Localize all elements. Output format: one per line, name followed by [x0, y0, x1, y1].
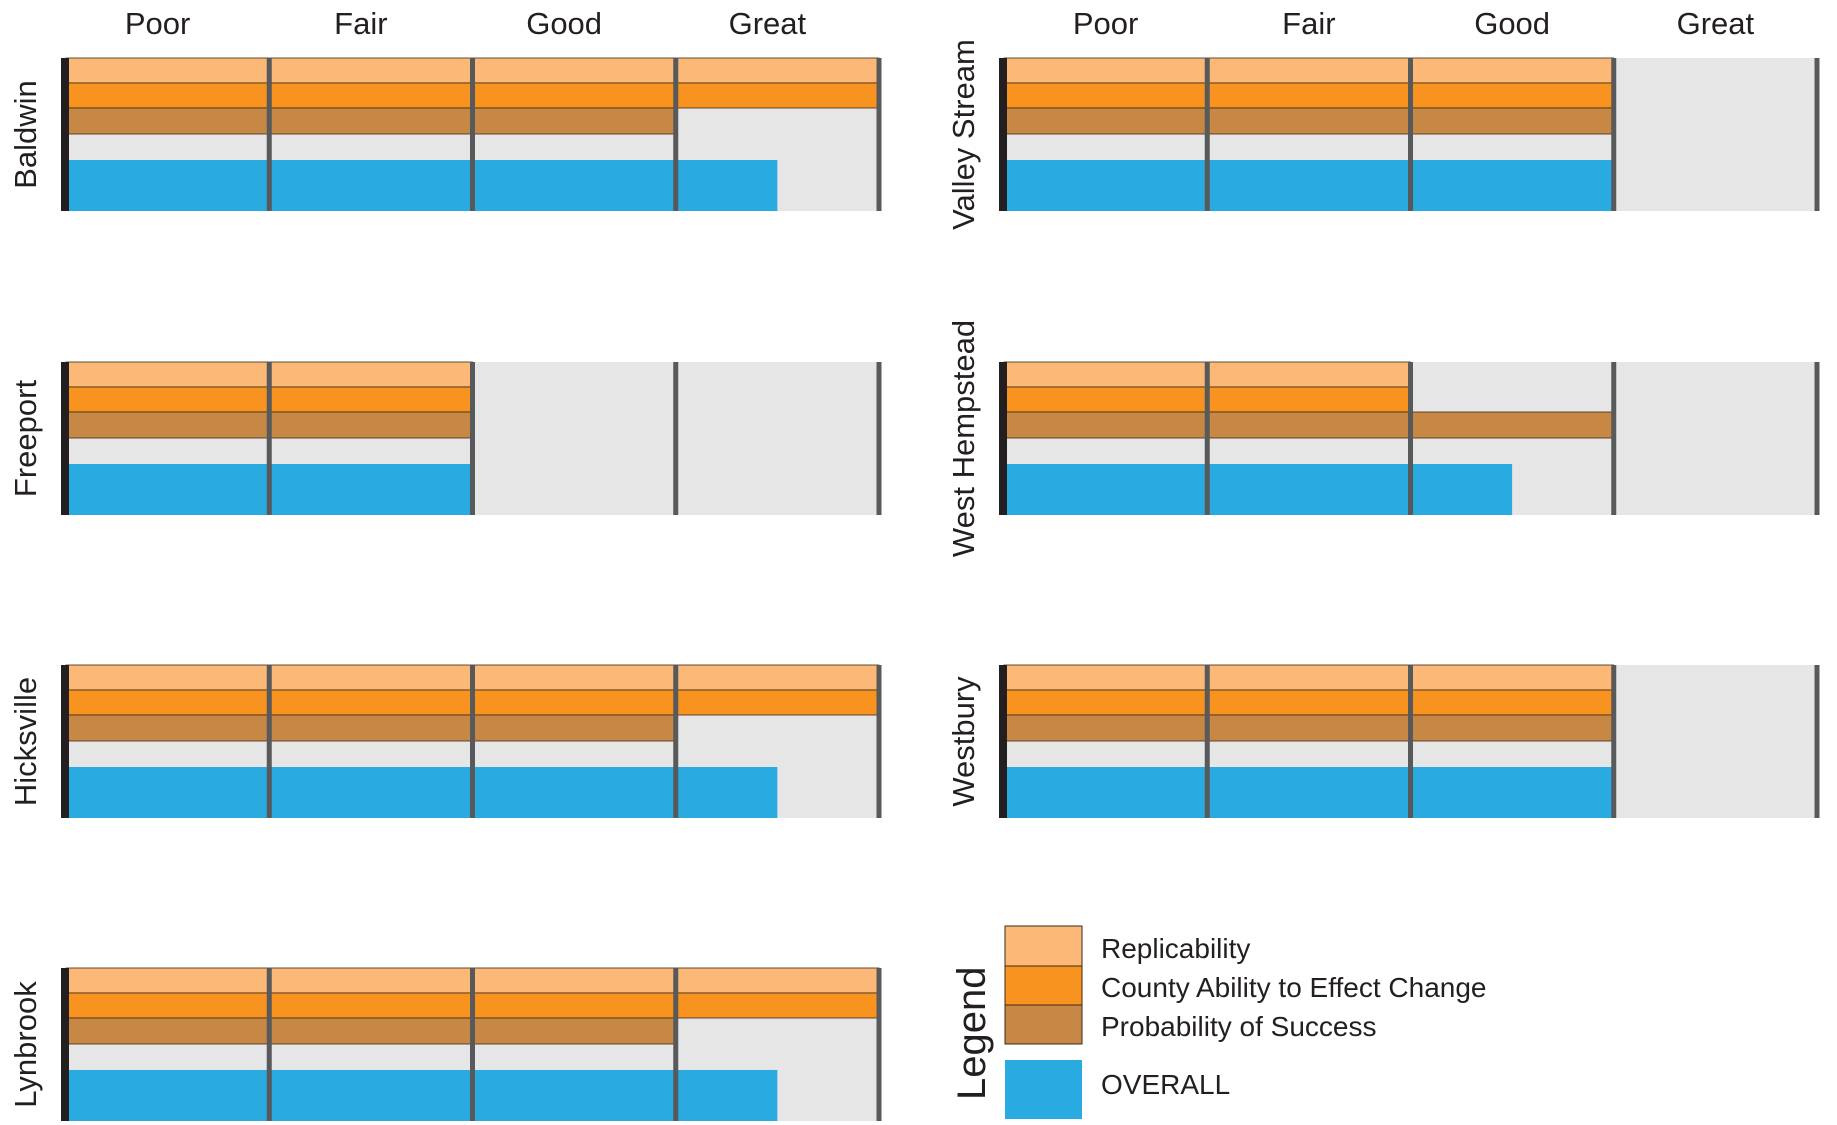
legend-label-probability-of-success: Probability of Success [1101, 1011, 1376, 1042]
panel-title: West Hempstead [946, 320, 981, 557]
legend-label-replicability: Replicability [1101, 933, 1250, 964]
panel-title: Hicksville [8, 677, 43, 806]
bar-overall [66, 160, 778, 211]
scale-label-poor: Poor [125, 6, 190, 41]
bar-probability-of-success [65, 714, 677, 742]
panel-lynbrook: Lynbrook [8, 967, 882, 1121]
bar-replicability [1003, 664, 1615, 691]
bar-overall [66, 1070, 778, 1121]
bar-probability-of-success [1003, 411, 1615, 439]
scale-label-good: Good [1474, 6, 1550, 41]
legend-swatch-probability-of-success [1004, 1004, 1083, 1045]
legend-swatch-replicability [1004, 925, 1083, 967]
bar-overall [1004, 464, 1513, 515]
legend-title: Legend [950, 967, 994, 1100]
bar-replicability [1003, 57, 1615, 84]
bar-overall [66, 767, 778, 818]
bar-overall [1004, 767, 1614, 818]
scale-headers: Poor Fair Good Great Poor Fair Good Great [125, 6, 1755, 41]
legend-swatch-county-ability-to-effect-change [1004, 965, 1083, 1006]
scale-label-great: Great [1677, 6, 1755, 41]
bar-probability-of-success [65, 1017, 677, 1045]
scale-label-fair: Fair [334, 6, 387, 41]
panel-title: Valley Stream [946, 39, 981, 230]
panel-westbury: Westbury [946, 664, 1820, 818]
bar-county-ability-to-effect-change [1003, 82, 1615, 109]
bar-county-ability-to-effect-change [1003, 689, 1615, 716]
panel-freeport: Freeport [8, 361, 882, 515]
bar-probability-of-success [1003, 714, 1615, 742]
legend-swatch-overall [1005, 1060, 1082, 1119]
panels: Baldwin Valley Stream Freeport West Hempste… [8, 39, 1820, 1121]
scale-label-good: Good [526, 6, 602, 41]
bar-probability-of-success [65, 107, 677, 135]
bar-probability-of-success [1003, 107, 1615, 135]
bar-overall [1004, 160, 1614, 211]
legend: Legend Replicability County Ability to Ef… [950, 925, 1487, 1119]
panel-valley-stream: Valley Stream [946, 39, 1820, 230]
scale-label-poor: Poor [1073, 6, 1138, 41]
panel-title: Baldwin [8, 80, 43, 189]
panel-baldwin: Baldwin [8, 57, 882, 211]
scale-label-great: Great [729, 6, 807, 41]
panel-west-hempstead: West Hempstead [946, 320, 1820, 557]
legend-label-county-ability-to-effect-change: County Ability to Effect Change [1101, 972, 1487, 1003]
panel-hicksville: Hicksville [8, 664, 882, 818]
panel-title: Lynbrook [8, 981, 43, 1108]
panel-title: Westbury [946, 676, 981, 807]
scale-label-fair: Fair [1282, 6, 1335, 41]
panel-title: Freeport [8, 380, 43, 498]
legend-label-overall: OVERALL [1101, 1069, 1230, 1100]
